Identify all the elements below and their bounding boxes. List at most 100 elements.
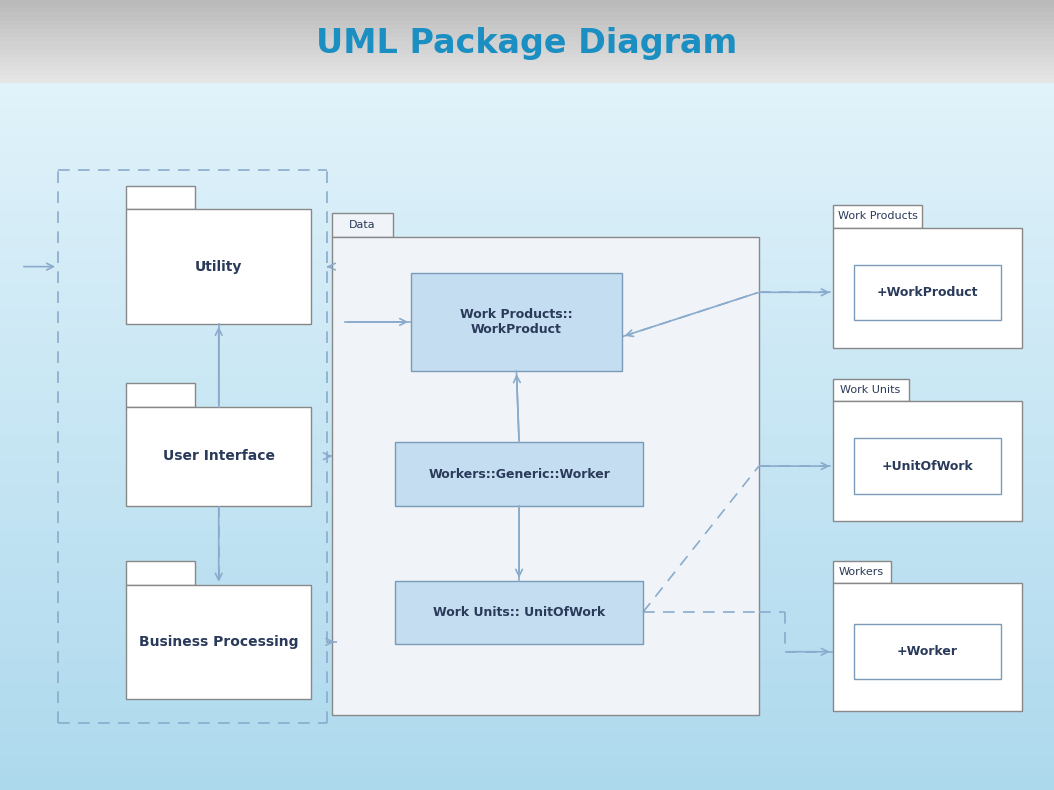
Bar — [0, 342, 1054, 354]
Bar — [0, 189, 1054, 201]
Bar — [0, 9, 1054, 13]
Bar — [395, 442, 643, 506]
Text: Data: Data — [349, 220, 376, 230]
Bar — [854, 624, 1001, 679]
Text: User Interface: User Interface — [162, 450, 275, 463]
Bar — [332, 213, 393, 237]
Text: Workers: Workers — [839, 567, 884, 577]
Bar — [0, 83, 1054, 95]
Bar — [0, 637, 1054, 649]
Bar — [0, 531, 1054, 543]
Bar — [126, 585, 311, 699]
Bar — [0, 70, 1054, 75]
Bar — [0, 589, 1054, 601]
Bar — [0, 130, 1054, 142]
Bar — [395, 581, 643, 644]
Bar — [0, 555, 1054, 566]
Bar — [854, 438, 1001, 494]
Bar — [0, 107, 1054, 118]
Bar — [0, 743, 1054, 754]
Bar — [0, 613, 1054, 625]
Bar — [0, 495, 1054, 507]
Bar — [0, 62, 1054, 66]
Bar — [0, 295, 1054, 307]
Bar — [0, 236, 1054, 248]
Bar — [833, 561, 891, 583]
Bar — [0, 307, 1054, 318]
Bar — [0, 213, 1054, 224]
Bar — [0, 248, 1054, 260]
Bar — [126, 561, 195, 585]
Bar — [0, 177, 1054, 189]
Bar — [0, 0, 1054, 83]
Bar — [0, 201, 1054, 213]
Bar — [0, 766, 1054, 778]
Bar — [0, 425, 1054, 436]
Bar — [126, 383, 195, 407]
Bar — [0, 95, 1054, 107]
Bar — [0, 153, 1054, 165]
Bar — [0, 330, 1054, 342]
Text: +WorkProduct: +WorkProduct — [877, 286, 978, 299]
Bar — [0, 260, 1054, 272]
Bar — [0, 543, 1054, 555]
Bar — [833, 379, 909, 401]
Bar — [0, 696, 1054, 708]
Bar — [0, 483, 1054, 495]
Text: Work Products: Work Products — [838, 212, 917, 221]
Text: Work Units: Work Units — [840, 386, 901, 395]
Bar — [0, 46, 1054, 50]
Text: Work Products::
WorkProduct: Work Products:: WorkProduct — [461, 308, 572, 336]
Bar — [0, 17, 1054, 21]
Bar — [0, 79, 1054, 83]
Bar — [0, 389, 1054, 401]
Bar — [0, 519, 1054, 531]
Bar — [0, 625, 1054, 637]
Bar — [126, 407, 311, 506]
Bar — [0, 13, 1054, 17]
Bar — [0, 24, 1054, 29]
Bar — [0, 142, 1054, 154]
Text: UML Package Diagram: UML Package Diagram — [316, 27, 738, 60]
Bar — [0, 731, 1054, 743]
Bar — [0, 378, 1054, 389]
Bar — [0, 0, 1054, 4]
Bar — [0, 720, 1054, 731]
Bar — [411, 273, 622, 371]
Bar — [0, 708, 1054, 719]
Bar — [0, 33, 1054, 37]
Text: Business Processing: Business Processing — [139, 635, 298, 649]
Bar — [0, 66, 1054, 70]
Bar — [833, 583, 1022, 711]
Bar — [0, 413, 1054, 425]
Bar — [0, 354, 1054, 366]
Bar — [0, 58, 1054, 62]
Text: Utility: Utility — [195, 260, 242, 273]
Bar — [0, 778, 1054, 790]
Bar — [126, 209, 311, 324]
Bar — [0, 118, 1054, 130]
Bar — [0, 37, 1054, 42]
Bar — [0, 4, 1054, 9]
Bar — [833, 401, 1022, 521]
Text: Workers::Generic::Worker: Workers::Generic::Worker — [428, 468, 610, 480]
Bar — [0, 566, 1054, 578]
Bar — [0, 41, 1054, 46]
Bar — [0, 684, 1054, 696]
Bar — [0, 448, 1054, 460]
Bar — [0, 165, 1054, 177]
Bar — [0, 649, 1054, 660]
Bar — [0, 472, 1054, 483]
Bar — [0, 318, 1054, 330]
Bar — [833, 205, 922, 228]
Bar — [854, 265, 1001, 320]
Text: Work Units:: UnitOfWork: Work Units:: UnitOfWork — [433, 606, 605, 619]
Bar — [0, 401, 1054, 413]
Bar — [332, 237, 759, 715]
Bar — [0, 601, 1054, 613]
Bar — [126, 186, 195, 209]
Text: +UnitOfWork: +UnitOfWork — [881, 460, 974, 472]
Bar — [0, 75, 1054, 79]
Bar — [0, 578, 1054, 589]
Bar — [0, 54, 1054, 58]
